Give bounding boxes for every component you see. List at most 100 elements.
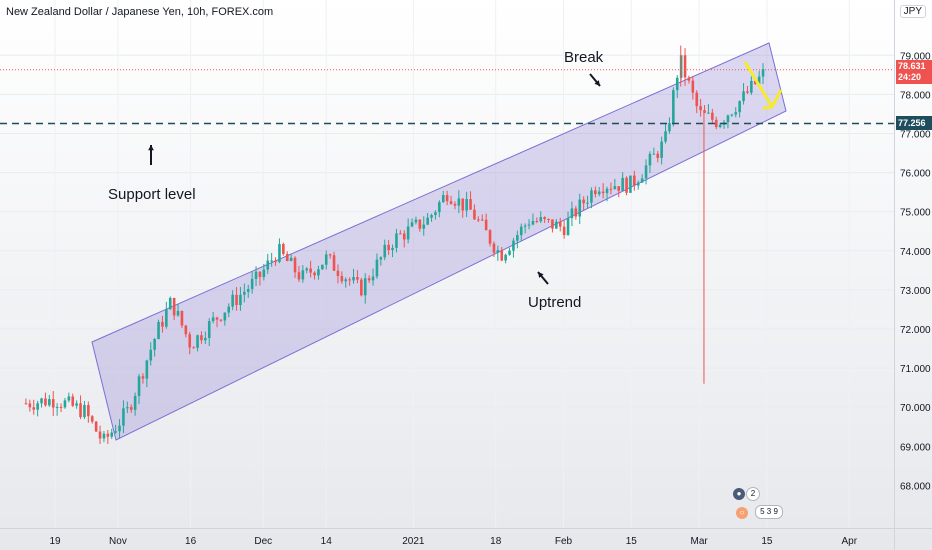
candle-body (94, 421, 98, 432)
last-price-value: 78.631 (898, 61, 926, 71)
candle-body (243, 291, 246, 295)
candle-body (270, 260, 273, 262)
candle-body (586, 202, 589, 204)
candle-body (188, 334, 192, 348)
candle-body (547, 218, 550, 220)
candle-body (500, 250, 504, 261)
support-level-label: Support level (108, 186, 196, 203)
candle-body (402, 233, 406, 240)
candle-body (367, 278, 371, 281)
candle-body (313, 272, 316, 276)
time-tick-label: 2021 (402, 536, 425, 547)
candle-body (168, 297, 172, 310)
candle-body (597, 191, 601, 195)
currency-badge[interactable]: JPY (899, 5, 926, 18)
candle-body (539, 217, 543, 222)
candle-body (410, 222, 414, 227)
candle-body (449, 201, 453, 204)
price-tick-label: 78.000 (900, 90, 931, 101)
candle-body (227, 306, 231, 313)
candle-body (594, 190, 597, 195)
candle-body (477, 219, 480, 221)
candle-body (145, 360, 149, 379)
candle-body (617, 186, 621, 191)
candle-body (566, 218, 570, 236)
candle-body (293, 257, 297, 273)
candle-body (629, 175, 632, 193)
candle-body (699, 106, 702, 111)
candle-body (352, 277, 355, 281)
candle-body (360, 279, 363, 296)
candle-body (274, 260, 277, 262)
candle-body (235, 294, 238, 306)
time-tick-label: 18 (490, 536, 502, 547)
candle-body (223, 312, 227, 321)
candle-body (106, 433, 110, 437)
candle-body (102, 433, 106, 439)
candle-body (133, 395, 137, 410)
candle-body (297, 272, 301, 280)
candle-body (348, 279, 351, 281)
candle-body (496, 250, 500, 253)
candle-body (83, 404, 86, 418)
candle-body (110, 432, 114, 437)
dividend-event-icon[interactable]: ○ (736, 507, 748, 519)
uptrend-label: Uptrend (528, 294, 582, 311)
candle-body (24, 403, 28, 405)
candle-body (172, 297, 176, 316)
candle-body (570, 208, 574, 219)
event-count-badge-2[interactable]: 5 3 9 (755, 505, 783, 519)
candle-body (278, 244, 281, 262)
candle-body (196, 335, 199, 348)
candle-body (383, 244, 387, 258)
candle-body (157, 321, 160, 340)
ascending-channel (91, 42, 787, 441)
candle-body (44, 398, 47, 406)
candle-body (750, 80, 753, 93)
candle-body (562, 226, 566, 236)
candle-body (32, 407, 36, 410)
candle-body (714, 119, 718, 128)
candle-body (738, 101, 741, 113)
candle-body (668, 123, 671, 132)
flag-event-icon[interactable]: ● (733, 488, 745, 500)
candle-body (543, 217, 546, 219)
candle-body (625, 177, 628, 193)
candle-body (336, 270, 340, 277)
candle-body (63, 400, 67, 408)
candle-body (488, 230, 492, 244)
time-tick-label: 16 (185, 536, 197, 547)
candle-body (746, 91, 749, 93)
candle-body (730, 114, 734, 116)
candle-body (609, 188, 613, 190)
candle-body (266, 260, 270, 270)
candle-body (379, 257, 383, 260)
candle-body (461, 198, 465, 211)
candle-body (418, 219, 422, 229)
candle-body (254, 271, 258, 279)
candle-body (621, 177, 624, 191)
candle-body (711, 112, 714, 120)
price-tick-label: 68.000 (900, 481, 931, 492)
break-arrow-head (594, 80, 600, 86)
candle-body (519, 226, 523, 236)
candle-body (79, 403, 82, 418)
break-label: Break (564, 49, 604, 66)
candle-body (695, 92, 699, 107)
candle-body (192, 347, 195, 349)
candle-body (67, 396, 71, 401)
candle-body (90, 416, 94, 422)
candle-body (453, 203, 457, 206)
candle-body (161, 321, 164, 327)
time-tick-label: 14 (321, 536, 333, 547)
candle-body (129, 407, 133, 410)
candle-body (523, 225, 527, 227)
candle-body (211, 317, 215, 322)
candle-body (469, 199, 472, 210)
candle-body (551, 219, 554, 229)
projection-arrow (743, 61, 773, 106)
candle-body (636, 182, 640, 186)
event-count-badge[interactable]: 2 (746, 487, 760, 501)
candle-body (344, 279, 348, 282)
